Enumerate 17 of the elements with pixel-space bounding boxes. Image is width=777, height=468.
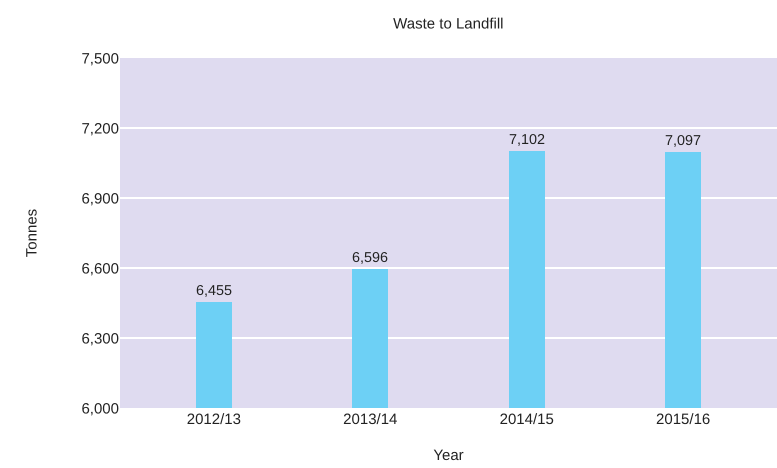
x-tick-label: 2014/15 [500, 411, 554, 428]
x-tick-label: 2013/14 [343, 411, 398, 428]
y-tick-label: 6,000 [81, 400, 119, 418]
y-tick-label: 6,900 [81, 190, 119, 208]
data-label: 6,455 [196, 283, 232, 300]
data-label: 6,596 [352, 250, 388, 266]
y-tick-label: 7,200 [81, 120, 119, 138]
x-tick-label: 2012/13 [186, 411, 241, 428]
y-tick-label: 6,300 [81, 330, 119, 348]
data-label: 7,097 [665, 133, 701, 150]
y-tick-label: 6,600 [81, 260, 119, 278]
y-axis-title: Tonnes [24, 208, 41, 258]
x-axis-title: Year [433, 447, 464, 464]
chart-title: Waste to Landfill [393, 16, 504, 33]
x-tick-label: 2015/16 [656, 411, 710, 428]
y-tick-label: 7,500 [81, 50, 119, 68]
data-label: 7,102 [509, 132, 545, 148]
